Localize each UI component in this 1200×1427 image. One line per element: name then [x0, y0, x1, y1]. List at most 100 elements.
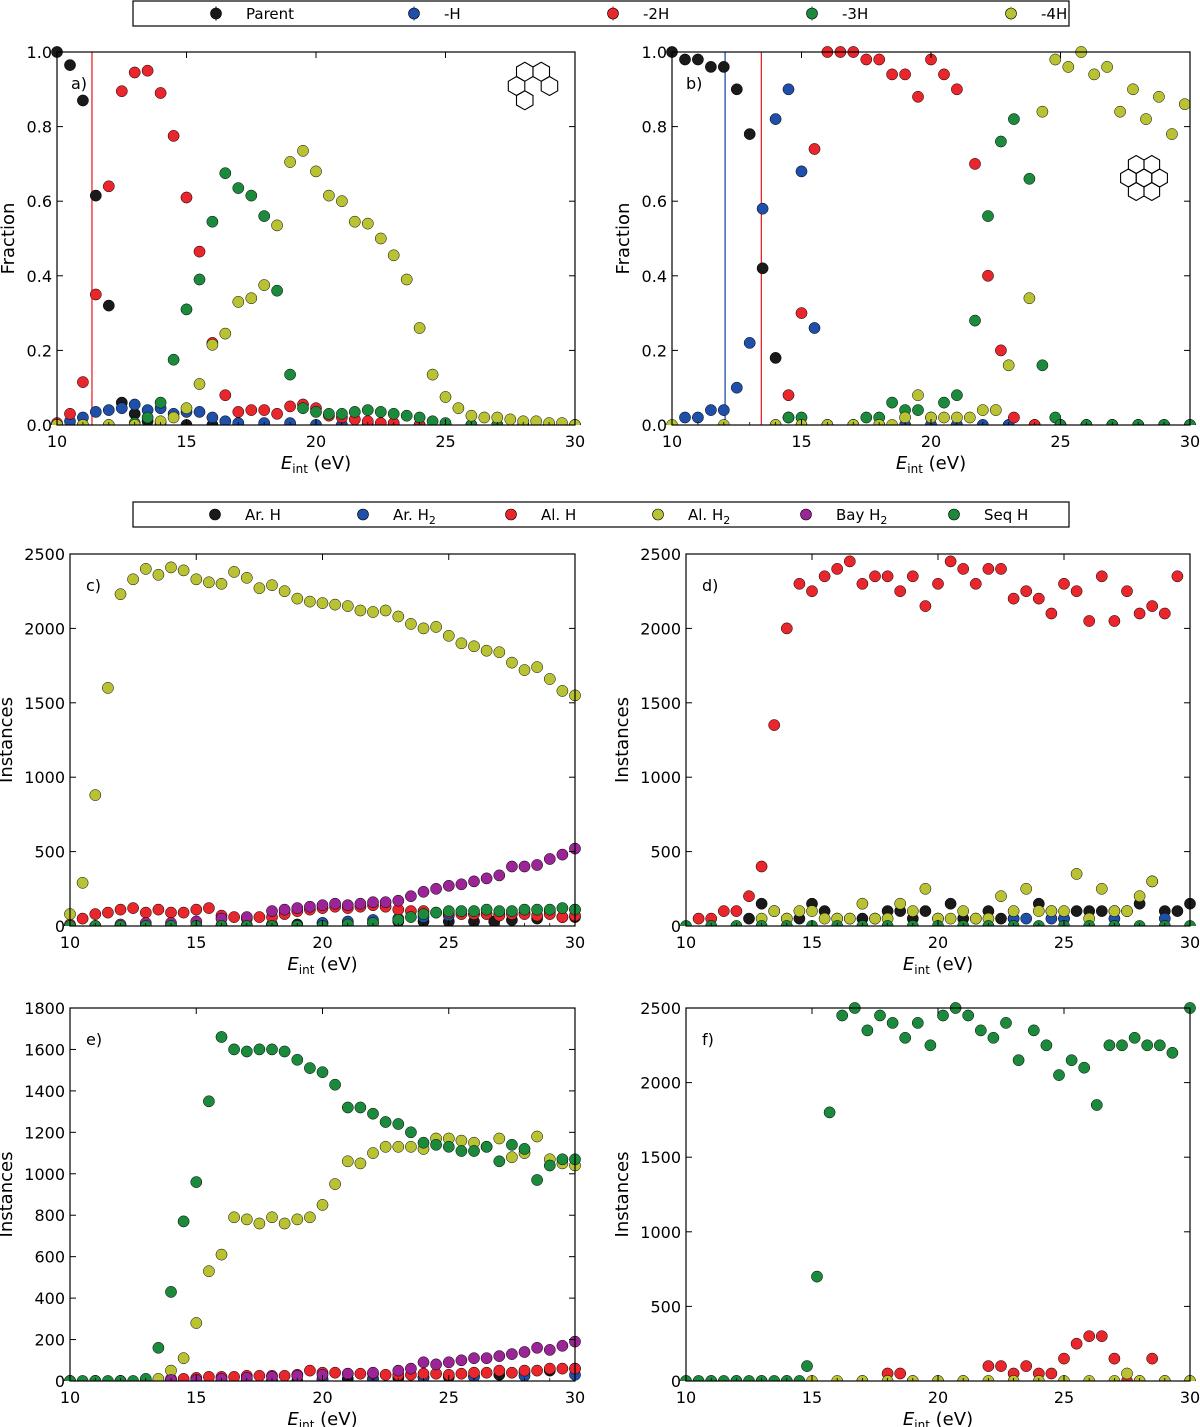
data-point — [442, 629, 455, 642]
x-tick-label: 25 — [1054, 1388, 1074, 1407]
data-point — [77, 376, 89, 388]
data-point — [417, 1136, 430, 1149]
data-point — [228, 1371, 240, 1381]
data-point — [881, 570, 894, 583]
data-point — [518, 1346, 531, 1358]
molecule-ring — [515, 90, 534, 111]
data-point — [177, 1352, 190, 1365]
y-tick-label: 1000 — [640, 768, 681, 787]
series-al-h2 — [64, 561, 581, 920]
x-axis-label-subscript: int — [907, 462, 923, 476]
data-point — [278, 1369, 291, 1381]
y-tick-label: 0.0 — [642, 416, 667, 435]
data-point — [1065, 1054, 1078, 1067]
x-tick-label: 10 — [676, 1388, 696, 1407]
legend-label-subscript: 2 — [880, 514, 887, 527]
data-point — [951, 411, 963, 424]
data-point — [1133, 607, 1146, 620]
data-point — [232, 406, 245, 418]
data-point — [206, 338, 219, 351]
data-point — [284, 400, 296, 413]
panel-label: c) — [86, 576, 101, 595]
legend-marker — [1005, 7, 1017, 20]
data-point — [442, 905, 455, 917]
legend-label: Seq H — [984, 506, 1028, 524]
y-tick-label: 0.4 — [27, 267, 52, 286]
x-axis-label: Eint (eV) — [281, 453, 351, 476]
series-seq-h — [64, 902, 581, 926]
x-tick-label: 15 — [186, 933, 206, 952]
data-point — [102, 1375, 114, 1381]
data-point — [102, 906, 114, 919]
data-point — [455, 1145, 468, 1157]
data-point — [341, 1101, 354, 1114]
data-point — [323, 407, 335, 420]
data-point — [232, 182, 245, 194]
data-point — [795, 165, 808, 178]
data-point — [1002, 359, 1015, 372]
data-point — [152, 903, 165, 916]
data-point — [165, 1286, 177, 1298]
data-point — [1095, 882, 1108, 895]
data-point — [291, 1369, 304, 1381]
data-point — [253, 1043, 266, 1056]
data-point — [919, 882, 932, 895]
data-point — [316, 597, 329, 609]
data-point — [278, 903, 291, 916]
data-point — [1020, 882, 1033, 895]
data-point — [430, 882, 442, 895]
data-points — [64, 1031, 581, 1381]
data-point — [1049, 53, 1062, 66]
legend-label: -4H — [1041, 5, 1067, 23]
y-tick-label: 0.6 — [642, 192, 667, 211]
y-tick-label: 500 — [650, 1297, 681, 1316]
y-tick-label: 1800 — [24, 999, 65, 1018]
data-point — [203, 1265, 215, 1278]
y-tick-label: 0.0 — [27, 416, 52, 435]
data-point — [795, 307, 808, 319]
data-point — [543, 673, 556, 685]
data-point — [266, 1371, 278, 1381]
data-point — [823, 1106, 836, 1119]
data-point — [995, 344, 1007, 357]
data-point — [782, 389, 795, 402]
data-point — [987, 1031, 1000, 1044]
data-point — [316, 1199, 329, 1211]
panel-label: e) — [86, 1030, 102, 1049]
x-axis-label-symbol: E — [903, 1409, 915, 1427]
data-point — [348, 406, 361, 418]
x-tick-label: 25 — [435, 432, 455, 451]
data-point — [974, 1024, 987, 1037]
data-point — [165, 1374, 177, 1381]
data-point — [938, 396, 950, 409]
data-point — [354, 1101, 367, 1114]
data-point — [506, 860, 518, 873]
data-point — [1178, 98, 1191, 111]
legend-marker — [652, 508, 664, 521]
data-point — [951, 389, 963, 402]
data-point — [543, 417, 555, 425]
data-point — [278, 1217, 291, 1230]
y-tick-label: 0.2 — [27, 341, 52, 360]
data-point — [405, 890, 417, 903]
data-point — [782, 83, 795, 96]
y-tick-label: 1500 — [24, 694, 65, 713]
data-point — [969, 912, 982, 925]
data-point — [193, 406, 206, 418]
data-point — [152, 568, 165, 581]
data-point — [818, 570, 831, 583]
data-point — [405, 911, 417, 923]
data-point — [1141, 1039, 1154, 1052]
data-point — [89, 406, 102, 418]
data-point — [400, 409, 413, 422]
data-point — [128, 66, 141, 79]
data-point — [1020, 1360, 1033, 1372]
data-point — [1036, 105, 1049, 118]
data-point — [969, 158, 981, 170]
data-point — [219, 167, 232, 180]
data-point — [102, 180, 115, 193]
series-bay-h2 — [64, 1335, 581, 1381]
data-point — [228, 911, 240, 923]
data-point — [856, 577, 869, 590]
data-point — [1108, 615, 1121, 627]
